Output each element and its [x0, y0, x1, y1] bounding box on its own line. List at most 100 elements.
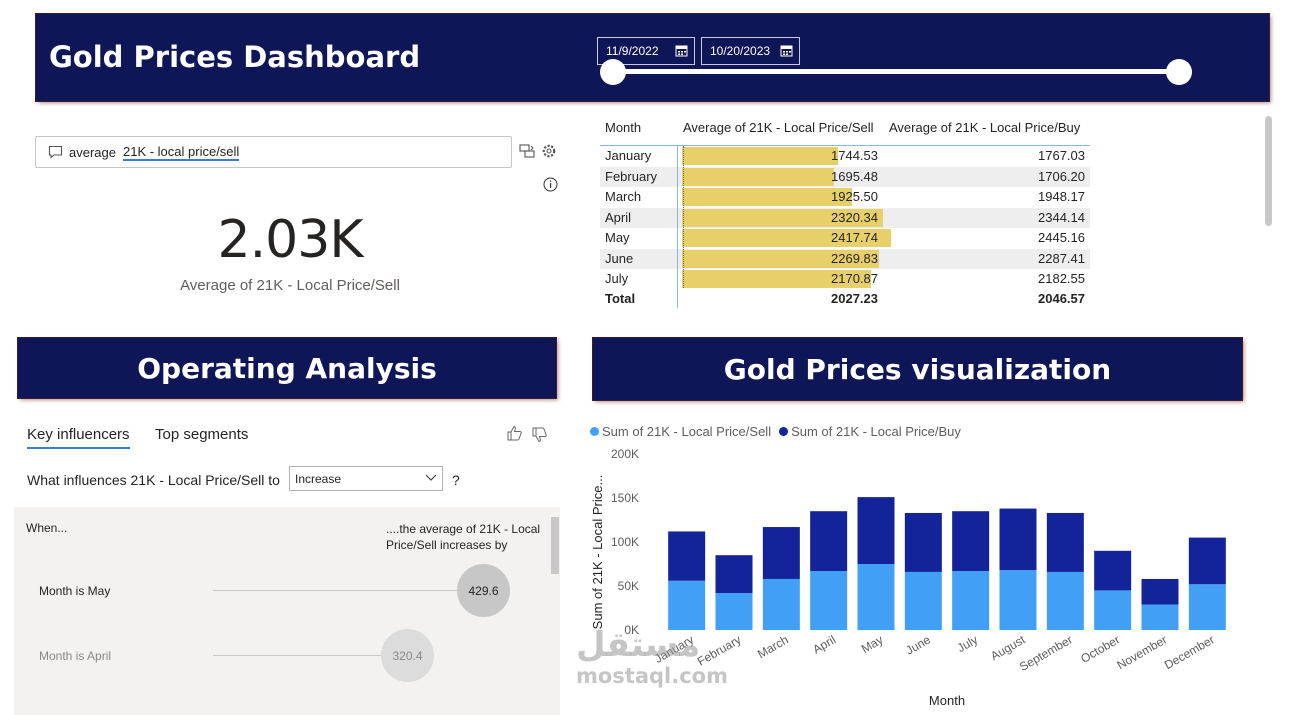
- slider-start-handle[interactable]: [600, 59, 626, 85]
- thumbs-up-icon[interactable]: [506, 425, 523, 441]
- influence-question: What influences 21K - Local Price/Sell t…: [27, 472, 280, 488]
- bar-segment: [1046, 571, 1084, 630]
- legend-item-sell[interactable]: Sum of 21K - Local Price/Sell: [590, 424, 771, 439]
- row-buy-value: 1948.17: [1038, 189, 1085, 204]
- row-sell-value: 2269.83: [831, 250, 878, 266]
- date-range-slider[interactable]: [613, 69, 1179, 74]
- legend-label: Sum of 21K - Local Price/Sell: [602, 424, 772, 439]
- dashboard-title: Gold Prices Dashboard: [49, 40, 421, 74]
- table-row[interactable]: July 2170.87 2182.55: [600, 269, 1090, 290]
- row-buy-value: 2445.16: [1038, 230, 1085, 245]
- x-axis-title: Month: [929, 693, 965, 708]
- bar-segment: [857, 564, 895, 630]
- x-tick-label: March: [755, 632, 791, 661]
- influencer-label[interactable]: Month is May: [39, 584, 111, 598]
- legend-dot: [590, 427, 599, 436]
- table-row[interactable]: June 2269.83 2287.41: [600, 248, 1090, 269]
- end-date-input[interactable]: 10/20/2023: [701, 37, 800, 65]
- visualization-banner: Gold Prices visualization: [593, 338, 1242, 400]
- legend-dot: [779, 427, 789, 436]
- stacked-bar-chart: 0K 50K 100K 150K 200K Sum of 21K - Local Pric…: [590, 447, 1226, 708]
- bar-segment: [668, 531, 706, 581]
- influencer-when-header: When...: [26, 521, 68, 535]
- watermark-arabic: مستقل: [576, 625, 701, 665]
- influencer-panel: When... ....the average of 21K - Local P…: [14, 507, 560, 715]
- x-tick-label: December: [1162, 632, 1217, 672]
- operating-analysis-banner: Operating Analysis: [18, 338, 556, 398]
- legend-item-buy[interactable]: Sum of 21K - Local Price/Buy: [779, 424, 961, 439]
- data-bar: [682, 208, 883, 227]
- slider-end-handle[interactable]: [1166, 59, 1192, 85]
- thumbs-down-icon[interactable]: [531, 427, 548, 443]
- x-tick-label: July: [955, 632, 980, 655]
- chat-icon: [48, 145, 63, 159]
- bar-segment: [810, 511, 848, 572]
- total-label: Total: [605, 290, 636, 306]
- table-total-row: Total 2027.23 2046.57: [600, 289, 1090, 310]
- col-header-sell[interactable]: Average of 21K - Local Price/Sell: [683, 120, 874, 135]
- qa-question-input[interactable]: average 21K - local price/sell: [35, 136, 512, 168]
- row-month: April: [605, 209, 632, 225]
- table-scrollbar[interactable]: [1265, 116, 1272, 226]
- y-tick-label: 150K: [611, 491, 639, 505]
- influencer-scrollbar[interactable]: [551, 517, 559, 574]
- start-date-input[interactable]: 11/9/2022: [597, 37, 695, 65]
- table-header-divider: [600, 145, 1090, 146]
- table-column-divider: [677, 146, 678, 308]
- col-header-buy[interactable]: Average of 21K - Local Price/Buy: [889, 120, 1081, 135]
- row-sell-value: 2417.74: [831, 230, 878, 245]
- bar-segment: [1188, 537, 1226, 585]
- influence-help[interactable]: ?: [452, 472, 460, 488]
- data-bar: [682, 229, 891, 247]
- start-date-value: 11/9/2022: [606, 44, 659, 58]
- influence-direction-value: Increase: [295, 472, 342, 486]
- row-month: July: [605, 271, 629, 286]
- kpi-label: Average of 21K - Local Price/Sell: [180, 277, 400, 294]
- influence-direction-select[interactable]: Increase: [289, 466, 443, 491]
- y-tick-label: 100K: [611, 535, 639, 549]
- tab-top-segments[interactable]: Top segments: [155, 426, 249, 443]
- tab-key-influencers[interactable]: Key influencers: [27, 426, 130, 449]
- table-row[interactable]: January 1744.53 1767.03: [600, 146, 1090, 167]
- bar-segment: [810, 571, 848, 630]
- bar-segment: [1046, 512, 1084, 572]
- kpi-value: 2.03K: [217, 210, 364, 270]
- table-row[interactable]: May 2417.74 2445.16: [600, 228, 1090, 249]
- calendar-icon[interactable]: [675, 44, 688, 57]
- row-sell-value: 1744.53: [831, 148, 878, 163]
- row-buy-value: 1706.20: [1038, 168, 1085, 184]
- bar-segment: [762, 578, 800, 630]
- row-month: May: [605, 230, 630, 245]
- info-icon[interactable]: [543, 177, 558, 192]
- convert-visual-icon[interactable]: [519, 143, 535, 159]
- col-header-month[interactable]: Month: [605, 120, 642, 135]
- bar-segment: [1141, 578, 1179, 605]
- table-bar-baseline: [683, 146, 684, 288]
- bar-segment: [668, 580, 706, 630]
- bar-segment: [952, 511, 990, 572]
- row-buy-value: 2344.14: [1038, 209, 1085, 225]
- row-sell-value: 2170.87: [831, 271, 878, 286]
- row-month: February: [605, 168, 658, 184]
- legend-label: Sum of 21K - Local Price/Buy: [791, 424, 961, 439]
- x-tick-label: November: [1115, 632, 1170, 672]
- total-sell-value: 2027.23: [831, 290, 878, 306]
- operating-analysis-title: Operating Analysis: [137, 351, 437, 385]
- calendar-icon[interactable]: [780, 44, 793, 57]
- bar-segment: [999, 570, 1037, 630]
- table-row[interactable]: April 2320.34 2344.14: [600, 207, 1090, 228]
- influencer-bubble[interactable]: 429.6: [457, 564, 510, 617]
- table-row[interactable]: February 1695.48 1706.20: [600, 166, 1090, 187]
- end-date-value: 10/20/2023: [710, 44, 771, 58]
- watermark-latin: mostaql.com: [576, 664, 728, 688]
- x-tick-label: April: [810, 632, 838, 656]
- row-sell-value: 1925.50: [831, 189, 878, 204]
- influencer-bubble[interactable]: 320.4: [381, 629, 434, 682]
- header-banner: Gold Prices Dashboard 11/9/2022 10/20/20…: [36, 14, 1269, 101]
- gear-icon[interactable]: [541, 143, 557, 159]
- table-row[interactable]: March 1925.50 1948.17: [600, 187, 1090, 208]
- influencer-label[interactable]: Month is April: [39, 649, 112, 663]
- y-tick-label: 200K: [611, 447, 639, 461]
- data-bar: [682, 249, 879, 268]
- influencer-connector: [213, 655, 393, 656]
